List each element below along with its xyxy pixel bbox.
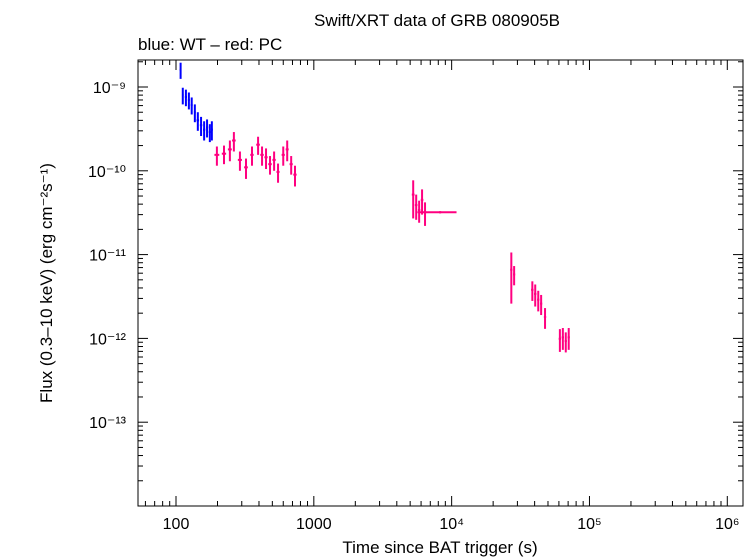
y-tick-label: 10⁻⁹	[93, 80, 126, 97]
y-tick-label: 10⁻¹¹	[89, 248, 126, 265]
x-axis-label: Time since BAT trigger (s)	[342, 538, 537, 557]
y-axis-label: Flux (0.3–10 keV) (erg cm⁻²s⁻¹)	[37, 163, 56, 403]
y-tick-label: 10⁻¹⁰	[88, 164, 126, 181]
chart-title: Swift/XRT data of GRB 080905B	[314, 11, 560, 30]
x-tick-label: 10⁶	[715, 516, 739, 533]
y-tick-label: 10⁻¹²	[89, 331, 127, 348]
x-tick-label: 100	[163, 516, 190, 533]
y-tick-label: 10⁻¹³	[89, 415, 127, 432]
chart-subtitle: blue: WT – red: PC	[138, 35, 282, 54]
plot-frame	[137, 59, 744, 507]
x-tick-label: 10⁵	[577, 516, 601, 533]
x-tick-label: 10⁴	[439, 516, 464, 533]
x-tick-label: 1000	[296, 516, 332, 533]
